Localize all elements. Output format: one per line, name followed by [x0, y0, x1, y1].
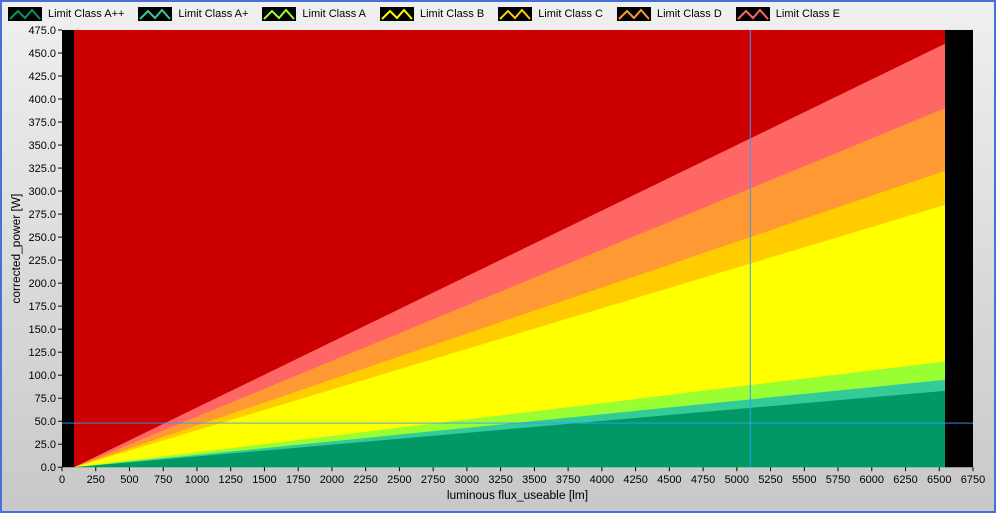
legend-item: Limit Class A++ [8, 7, 124, 21]
y-tick-label: 0.0 [41, 462, 56, 474]
x-tick-label: 6500 [927, 474, 951, 486]
x-tick-label: 2000 [320, 474, 344, 486]
x-tick-label: 750 [154, 474, 172, 486]
x-tick-label: 4000 [590, 474, 614, 486]
y-tick-label: 125.0 [28, 347, 56, 359]
x-tick-label: 5750 [826, 474, 850, 486]
x-tick-label: 5500 [792, 474, 816, 486]
legend: Limit Class A++ Limit Class A+ Limit Cla… [2, 2, 994, 26]
x-tick-label: 3750 [556, 474, 580, 486]
x-tick-label: 500 [120, 474, 138, 486]
x-tick-label: 2250 [353, 474, 377, 486]
legend-swatch [617, 7, 651, 21]
legend-swatch [498, 7, 532, 21]
y-tick-label: 250.0 [28, 232, 56, 244]
y-tick-label: 350.0 [28, 140, 56, 152]
x-tick-label: 3000 [455, 474, 479, 486]
x-tick-label: 3500 [522, 474, 546, 486]
legend-label: Limit Class B [420, 8, 484, 20]
energy-class-chart: 0 250 500 750 1000 1250 1500 1750 2000 2250 2500 27… [8, 26, 988, 507]
x-tick-label: 6000 [860, 474, 884, 486]
legend-swatch [736, 7, 770, 21]
legend-swatch [380, 7, 414, 21]
x-tick-label: 4250 [623, 474, 647, 486]
x-tick-label: 6250 [893, 474, 917, 486]
legend-label: Limit Class D [657, 8, 722, 20]
x-tick-label: 5250 [758, 474, 782, 486]
legend-item: Limit Class C [498, 7, 603, 21]
y-tick-label: 475.0 [28, 26, 56, 37]
y-tick-label: 50.0 [35, 416, 56, 428]
x-tick-label: 4500 [657, 474, 681, 486]
legend-item: Limit Class E [736, 7, 840, 21]
legend-label: Limit Class A [302, 8, 366, 20]
x-axis-label: luminous flux_useable [lm] [447, 488, 588, 502]
y-tick-label: 150.0 [28, 324, 56, 336]
x-tick-label: 1750 [286, 474, 310, 486]
x-tick-label: 0 [59, 474, 65, 486]
legend-item: Limit Class A+ [138, 7, 248, 21]
y-tick-label: 400.0 [28, 94, 56, 106]
x-tick-label: 2750 [421, 474, 445, 486]
x-tick-label: 6750 [961, 474, 985, 486]
y-tick-label: 225.0 [28, 255, 56, 267]
y-tick-label: 450.0 [28, 48, 56, 60]
legend-label: Limit Class C [538, 8, 603, 20]
legend-label: Limit Class E [776, 8, 840, 20]
chart-frame: Limit Class A++ Limit Class A+ Limit Cla… [0, 0, 996, 513]
x-tick-label: 5000 [725, 474, 749, 486]
y-tick-label: 75.0 [35, 393, 56, 405]
y-tick-label: 425.0 [28, 71, 56, 83]
x-tick-label: 250 [87, 474, 105, 486]
legend-label: Limit Class A++ [48, 8, 124, 20]
x-tick-label: 1000 [185, 474, 209, 486]
y-tick-label: 325.0 [28, 163, 56, 175]
y-axis-label: corrected_power [W] [9, 194, 23, 304]
y-tick-label: 25.0 [35, 439, 56, 451]
y-tick-label: 200.0 [28, 278, 56, 290]
legend-item: Limit Class B [380, 7, 484, 21]
y-tick-label: 300.0 [28, 186, 56, 198]
y-tick-label: 100.0 [28, 370, 56, 382]
y-tick-label: 375.0 [28, 117, 56, 129]
legend-swatch [262, 7, 296, 21]
x-tick-label: 3250 [488, 474, 512, 486]
legend-swatch [8, 7, 42, 21]
x-tick-label: 1500 [252, 474, 276, 486]
chart-container: 0 250 500 750 1000 1250 1500 1750 2000 2250 2500 27… [8, 26, 988, 507]
x-tick-label: 1250 [218, 474, 242, 486]
legend-swatch [138, 7, 172, 21]
legend-item: Limit Class A [262, 7, 366, 21]
y-tick-label: 275.0 [28, 209, 56, 221]
legend-label: Limit Class A+ [178, 8, 248, 20]
x-tick-label: 2500 [387, 474, 411, 486]
x-tick-label: 4750 [691, 474, 715, 486]
legend-item: Limit Class D [617, 7, 722, 21]
y-tick-label: 175.0 [28, 301, 56, 313]
